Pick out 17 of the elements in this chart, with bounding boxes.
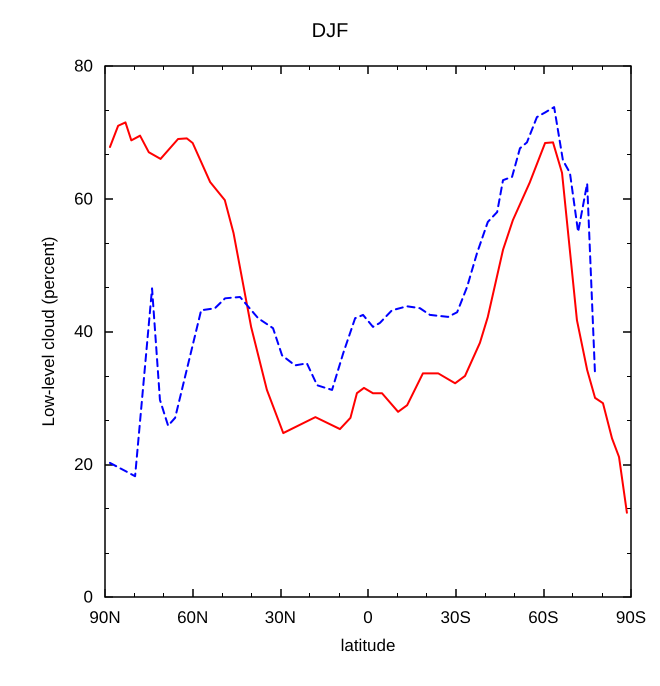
x-tick-label: 30N — [264, 608, 296, 627]
y-tick-label: 80 — [74, 56, 93, 76]
y-axis-title: Low-level cloud (percent) — [39, 236, 58, 426]
line-series — [108, 121, 628, 514]
y-tick-label: 0 — [84, 588, 93, 606]
x-tick-label: 0 — [363, 608, 373, 627]
y-tick-label: 20 — [74, 454, 93, 474]
y-tick-label: 60 — [74, 189, 93, 208]
x-tick-label: 90S — [616, 608, 646, 627]
x-tick-label: 90N — [89, 608, 121, 627]
x-tick-label: 60S — [528, 608, 558, 627]
chart-title: DJF — [312, 20, 348, 42]
line-series — [108, 106, 596, 478]
x-axis-title: latitude — [340, 636, 396, 655]
y-tick-label: 40 — [74, 322, 93, 341]
x-tick-label: 60N — [177, 608, 208, 627]
x-tick-label: 30S — [440, 608, 471, 627]
